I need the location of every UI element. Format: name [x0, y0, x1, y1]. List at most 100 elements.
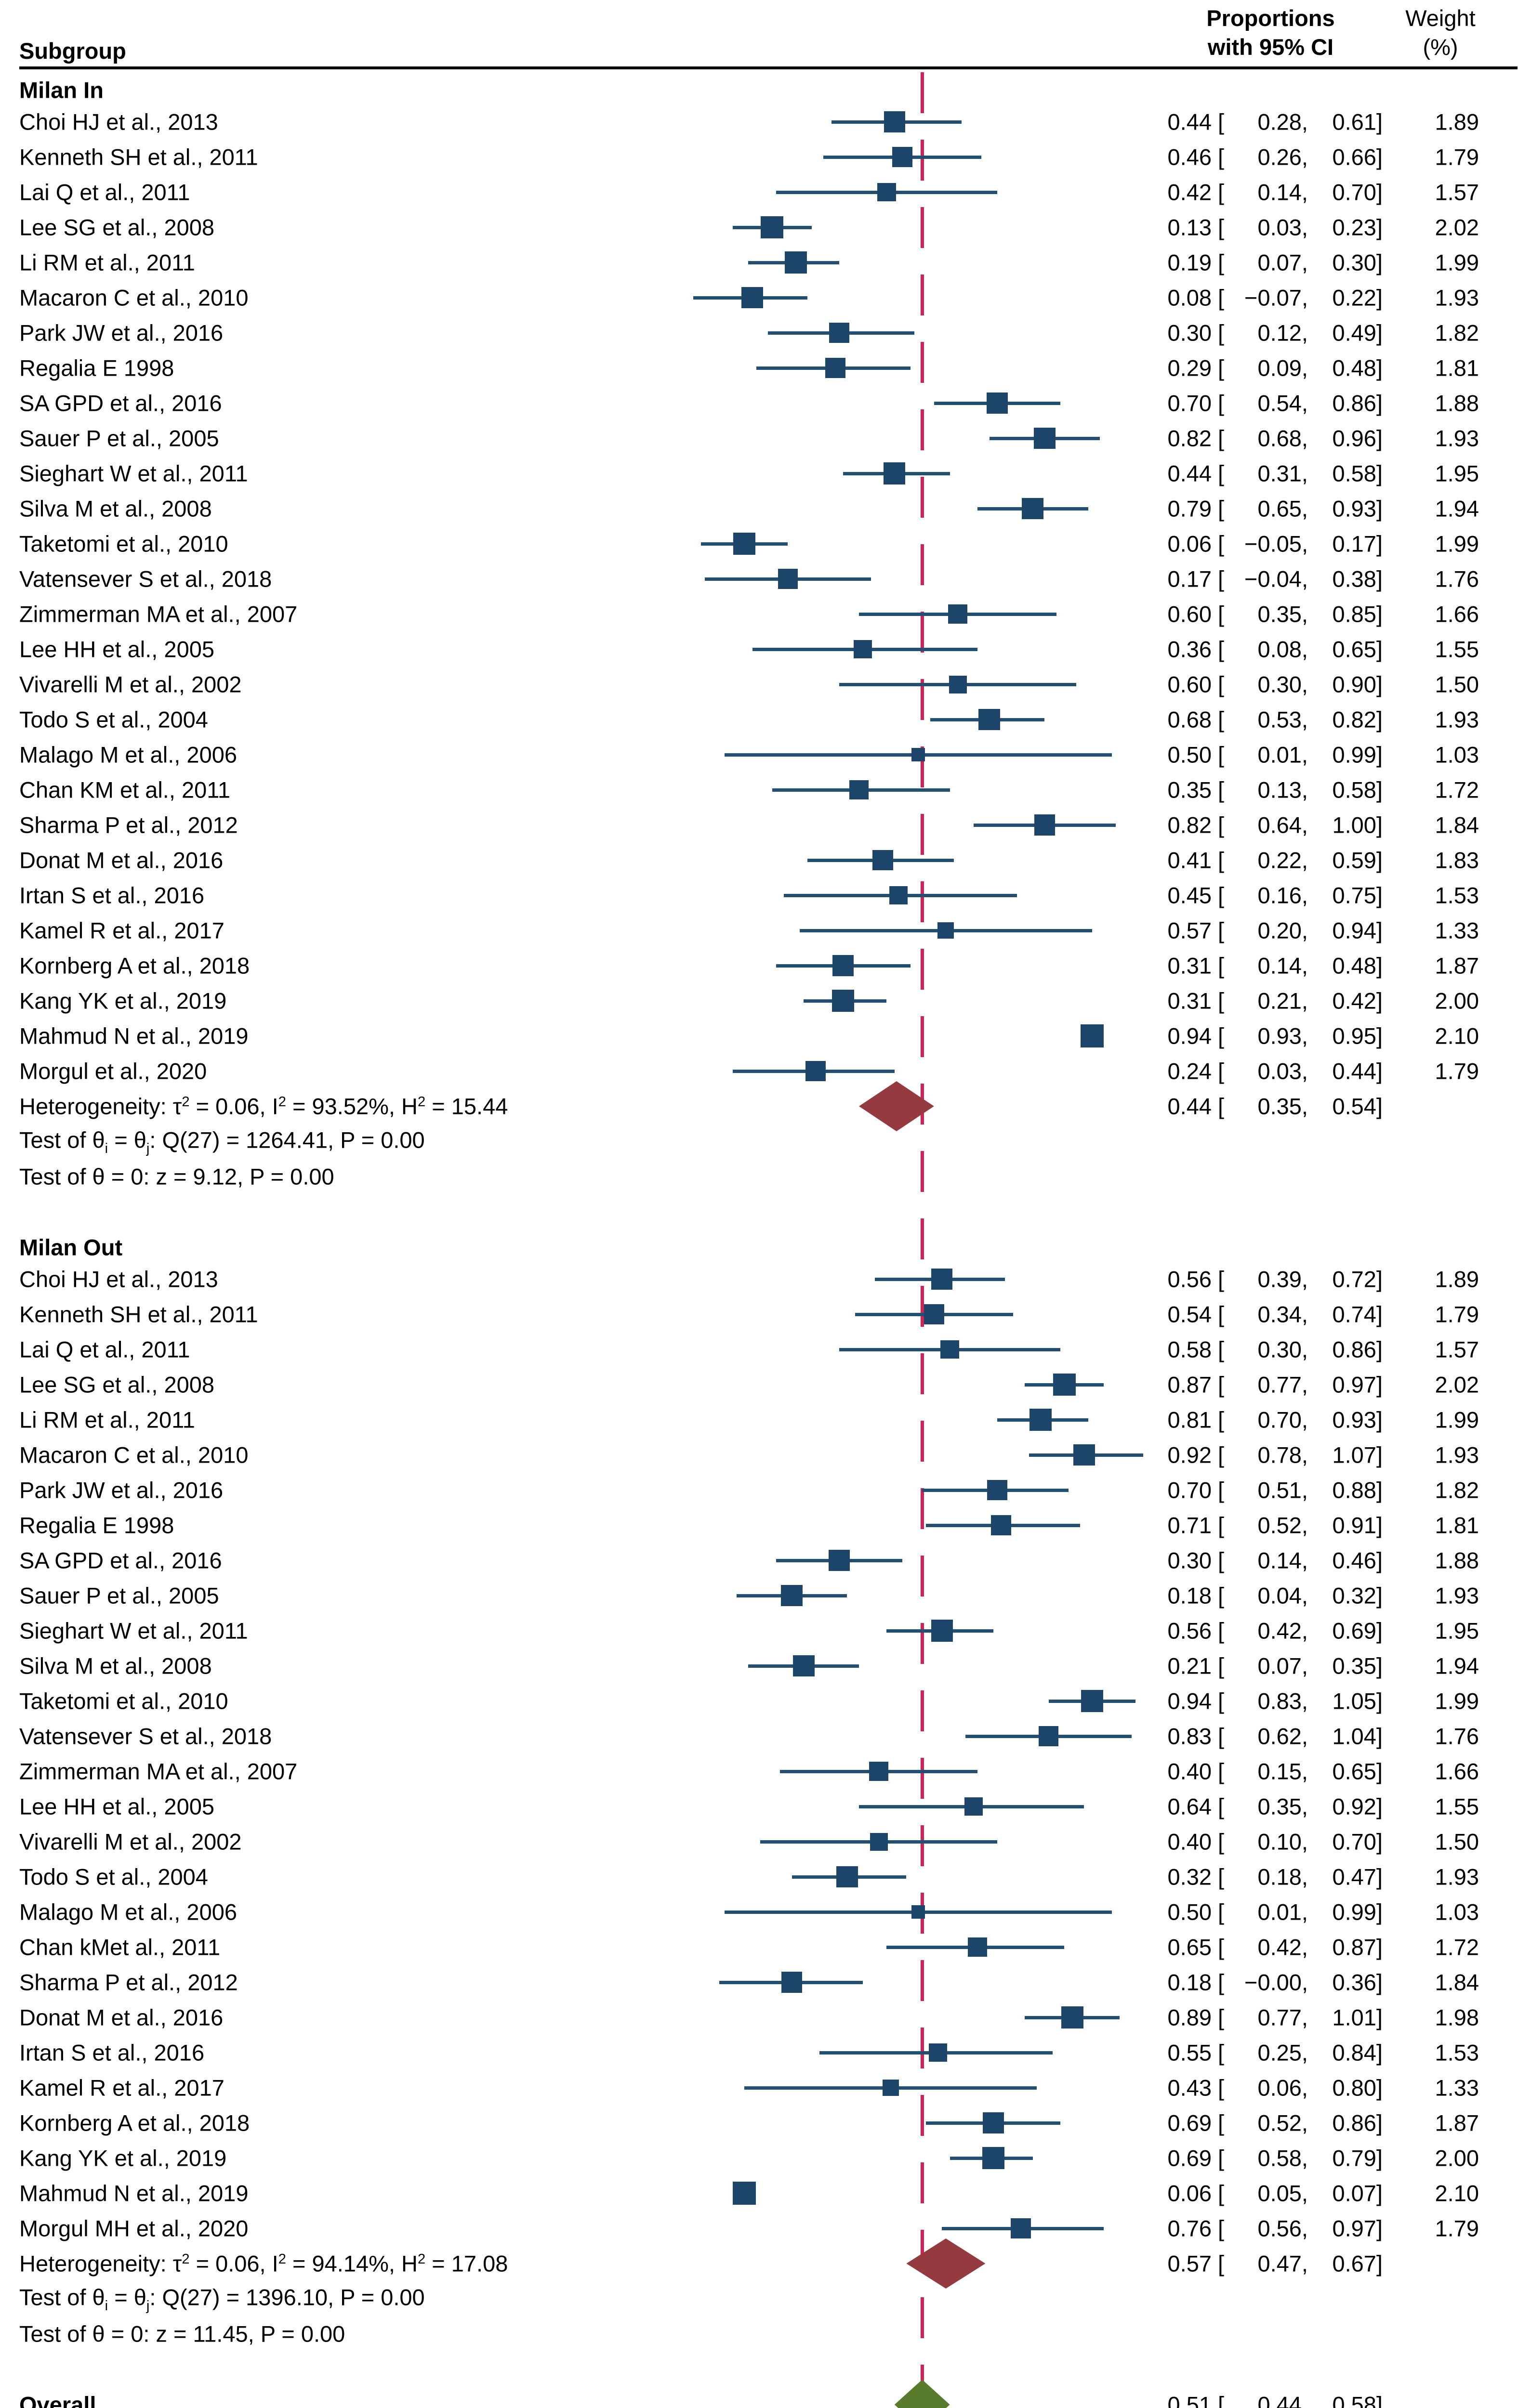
ci-value: 0.18 [0.04, 0.32]	[1159, 1583, 1383, 1609]
ci-est: 0.64	[1167, 1793, 1212, 1819]
ci-lo: 0.44,	[1257, 2392, 1308, 2408]
ci-br: [	[1212, 707, 1225, 733]
ci-est: 0.40	[1167, 1829, 1212, 1855]
ci-value: 0.44 [0.35, 0.54]	[1159, 1093, 1383, 1120]
ci-est: 0.45	[1167, 882, 1212, 908]
ci-lo: 0.53,	[1257, 707, 1308, 733]
effect-square	[761, 216, 783, 239]
forest-row: Overall 0.51 [0.44, 0.58]	[0, 2380, 1531, 2408]
ci-hi: 0.58]	[1332, 2392, 1383, 2408]
ci-br: [	[1212, 1023, 1225, 1049]
ci-lo: 0.15,	[1257, 1758, 1308, 1784]
ci-value: 0.82 [0.68, 0.96]	[1159, 425, 1383, 452]
ci-lo: 0.62,	[1257, 1723, 1308, 1749]
column-header-weight: Weight (%)	[1397, 4, 1484, 62]
forest-row: Donat M et al., 2016 0.41 [0.22, 0.59] 1.83	[0, 842, 1531, 878]
ci-est: 0.21	[1167, 1653, 1212, 1679]
column-header-proportions-ci: Proportions with 95% CI	[1159, 4, 1383, 62]
ci-hi: 0.46]	[1332, 1547, 1383, 1573]
ci-est: 0.58	[1167, 1336, 1212, 1362]
row-label: Kenneth SH et al., 2011	[19, 144, 258, 170]
ci-lo: 0.07,	[1257, 1653, 1308, 1679]
row-label: Sauer P et al., 2005	[19, 425, 219, 451]
effect-square	[877, 183, 896, 202]
row-label: Silva M et al., 2008	[19, 1653, 212, 1679]
ci-lo: 0.30,	[1257, 1336, 1308, 1362]
weight-value: 1.57	[1435, 179, 1479, 205]
ci-est: 0.82	[1167, 812, 1212, 838]
forest-row: Sieghart W et al., 2011 0.44 [0.31, 0.58] 1…	[0, 456, 1531, 491]
forest-row: Mahmud N et al., 2019 0.94 [0.93, 0.95] 2.1…	[0, 1018, 1531, 1054]
row-label: Lee HH et al., 2005	[19, 636, 214, 662]
row-label: Lai Q et al., 2011	[19, 179, 190, 205]
weight-value: 1.76	[1435, 1723, 1479, 1749]
ci-est: 0.94	[1167, 1688, 1212, 1714]
ci-value: 0.69 [0.58, 0.79]	[1159, 2145, 1383, 2172]
weight-value: 1.81	[1435, 355, 1479, 381]
ci-br: [	[1212, 425, 1225, 451]
weight-value: 1.94	[1435, 1653, 1479, 1679]
effect-square	[1029, 1409, 1052, 1431]
ci-br: [	[1212, 2145, 1225, 2171]
weight-value: 1.76	[1435, 566, 1479, 592]
ci-hi: 0.86]	[1332, 2110, 1383, 2136]
ci-value: 0.18 [−0.00, 0.36]	[1159, 1969, 1383, 1996]
forest-row: Irtan S et al., 2016 0.55 [0.25, 0.84] 1.53	[0, 2035, 1531, 2070]
effect-square	[825, 357, 846, 379]
weight-value: 2.00	[1435, 988, 1479, 1014]
weight-value: 1.93	[1435, 1864, 1479, 1890]
ci-est: 0.08	[1167, 285, 1212, 311]
weight-value: 1.99	[1435, 1407, 1479, 1433]
weight-value: 1.79	[1435, 1301, 1479, 1327]
ci-hi: 0.48]	[1332, 953, 1383, 979]
weight-value: 1.89	[1435, 109, 1479, 135]
weight-value: 1.87	[1435, 2110, 1479, 2136]
row-label: Lee SG et al., 2008	[19, 214, 215, 240]
row-label: Test of θi = θj: Q(27) = 1264.41, P = 0.…	[19, 1127, 425, 1157]
ci-br: [	[1212, 1372, 1225, 1398]
ci-hi: 1.07]	[1332, 1442, 1383, 1468]
ci-br: [	[1212, 1301, 1225, 1327]
forest-row: Kang YK et al., 2019 0.69 [0.58, 0.79] 2.00	[0, 2140, 1531, 2176]
forest-row: Zimmerman MA et al., 2007 0.60 [0.35, 0.85…	[0, 596, 1531, 632]
effect-square	[987, 1479, 1008, 1501]
weight-value: 1.93	[1435, 1442, 1479, 1468]
effect-square	[733, 533, 756, 555]
ci-lo: 0.31,	[1257, 460, 1308, 486]
ci-value: 0.94 [0.93, 0.95]	[1159, 1023, 1383, 1049]
forest-row: Heterogeneity: τ2 = 0.06, I2 = 93.52%, H…	[0, 1081, 1531, 1131]
row-label: Lee SG et al., 2008	[19, 1372, 215, 1398]
weight-value: 1.93	[1435, 285, 1479, 311]
ci-hi: 0.35]	[1332, 1653, 1383, 1679]
ci-hi: 0.58]	[1332, 460, 1383, 486]
ci-br: [	[1212, 1093, 1225, 1119]
ci-lo: 0.16,	[1257, 882, 1308, 908]
effect-square	[1081, 1690, 1103, 1712]
ci-value: 0.89 [0.77, 1.01]	[1159, 2004, 1383, 2031]
weight-value: 1.93	[1435, 425, 1479, 451]
ci-hi: 0.65]	[1332, 1758, 1383, 1784]
weight-value: 1.72	[1435, 1934, 1479, 1960]
ci-est: 0.29	[1167, 355, 1212, 381]
ci-value: 0.42 [0.14, 0.70]	[1159, 179, 1383, 206]
forest-row: Li RM et al., 2011 0.19 [0.07, 0.30] 1.99	[0, 245, 1531, 280]
forest-row: SA GPD et al., 2016 0.30 [0.14, 0.46] 1.88	[0, 1543, 1531, 1578]
forest-row: Lee SG et al., 2008 0.13 [0.03, 0.23] 2.02	[0, 209, 1531, 245]
effect-square	[741, 287, 763, 309]
ci-value: 0.31 [0.21, 0.42]	[1159, 988, 1383, 1014]
ci-est: 0.31	[1167, 988, 1212, 1014]
ci-est: 0.18	[1167, 1583, 1212, 1609]
ci-est: 0.44	[1167, 460, 1212, 486]
ci-lo: 0.42,	[1257, 1618, 1308, 1644]
ci-br: [	[1212, 144, 1225, 170]
ci-est: 0.69	[1167, 2145, 1212, 2171]
ci-br: [	[1212, 1266, 1225, 1292]
ci-value: 0.30 [0.12, 0.49]	[1159, 320, 1383, 346]
weight-value: 1.84	[1435, 812, 1479, 838]
ci-br: [	[1212, 1653, 1225, 1679]
row-label: Sharma P et al., 2012	[19, 812, 238, 838]
row-label: Park JW et al., 2016	[19, 320, 224, 346]
ci-br: [	[1212, 566, 1225, 592]
ci-est: 0.46	[1167, 144, 1212, 170]
